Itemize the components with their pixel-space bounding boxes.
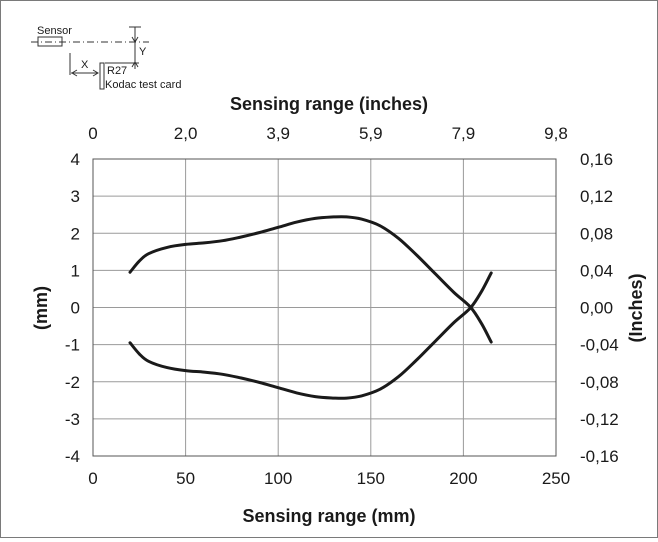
x-tick-label: 100	[264, 469, 292, 488]
x-tick-label: 50	[176, 469, 195, 488]
y-tick-label: 0	[71, 299, 80, 318]
y-tick-label: -4	[65, 447, 80, 466]
y-tick-label: -1	[65, 336, 80, 355]
y2-tick-label: 0,08	[580, 224, 613, 243]
y2-tick-label: 0,16	[580, 150, 613, 169]
x2-tick-label: 7,9	[452, 124, 476, 143]
sensor-box-icon	[37, 36, 63, 47]
x-tick-label: 150	[357, 469, 385, 488]
y-dimension-label: Y	[139, 46, 147, 58]
x-tick-label: 250	[542, 469, 570, 488]
y-tick-label: 1	[71, 261, 80, 280]
sensor-schematic: Sensor X Y R27 Kodac test card	[31, 25, 181, 91]
y2-tick-label: -0,04	[580, 336, 619, 355]
y-tick-label: 2	[71, 224, 80, 243]
y2-tick-label: -0,08	[580, 373, 619, 392]
y2-tick-label: -0,16	[580, 447, 619, 466]
y-tick-label: 4	[71, 150, 80, 169]
plot-area: 0 50 100 150 200 250 0 2,0 3,9 5,9 7,9 9,8 4 3 2 1 0 -1 -2…	[65, 124, 619, 488]
x-dimension-label: X	[81, 59, 89, 71]
right-axis-title: (Inches)	[626, 273, 646, 342]
series-line-upper	[128, 215, 493, 344]
x-tick-label: 200	[449, 469, 477, 488]
y2-tick-label: 0,00	[580, 299, 613, 318]
y-tick-label: 3	[71, 187, 80, 206]
plot-border	[92, 158, 557, 457]
left-axis-title: (mm)	[31, 286, 51, 330]
x2-tick-label: 3,9	[266, 124, 290, 143]
test-card-label: Kodac test card	[105, 79, 181, 91]
y-arrow-down-icon	[131, 36, 139, 43]
reflector-label: R27	[107, 65, 127, 77]
x2-tick-label: 0	[88, 124, 97, 143]
y-tick-label: -2	[65, 373, 80, 392]
y-tick-label: -3	[65, 410, 80, 429]
x-arrow-right-icon	[92, 69, 99, 77]
y2-tick-label: -0,12	[580, 410, 619, 429]
x-arrow-left-icon	[71, 69, 78, 77]
y-arrow-up-icon	[131, 61, 139, 68]
series-line-lower	[128, 271, 493, 400]
sensor-label: Sensor	[37, 25, 72, 37]
bottom-axis-title: Sensing range (mm)	[242, 506, 415, 526]
x2-tick-label: 5,9	[359, 124, 383, 143]
x2-tick-label: 2,0	[174, 124, 198, 143]
y2-tick-label: 0,04	[580, 261, 613, 280]
test-card-icon	[99, 62, 105, 90]
y2-tick-label: 0,12	[580, 187, 613, 206]
x-tick-label: 0	[88, 469, 97, 488]
x2-tick-label: 9,8	[544, 124, 568, 143]
top-axis-title: Sensing range (inches)	[230, 94, 428, 114]
